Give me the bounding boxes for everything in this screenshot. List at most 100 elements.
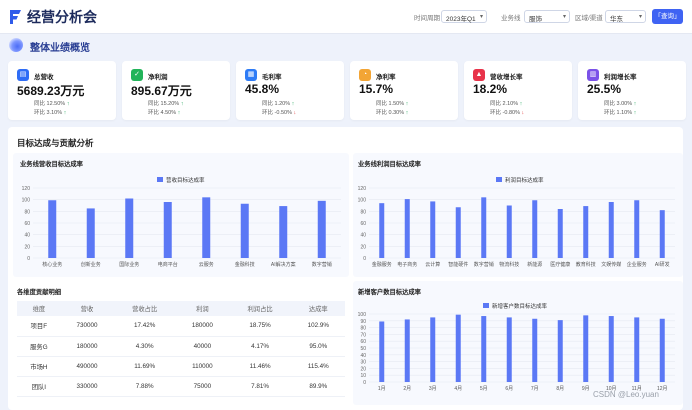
kpi-label: 净利润: [148, 74, 168, 81]
kpi-mom-arrow-icon: ↓: [293, 110, 297, 116]
top-header: 经营分析会 时间周期 2023年Q1 ▾ 业务线 服饰 ▾ 区域/渠道 华东 ▾…: [0, 0, 692, 34]
bar[interactable]: [532, 318, 538, 382]
kpi-yoy-arrow-icon: ↑: [633, 101, 637, 107]
bar[interactable]: [506, 205, 512, 259]
bar[interactable]: [430, 201, 436, 258]
bar[interactable]: [659, 318, 665, 382]
kpi-card[interactable]: ▦ 毛利率 45.8% 同比 1.20% ↑ 环比 -0.50% ↓: [236, 61, 344, 120]
kpi-yoy: 同比 15.20% ↑: [148, 99, 183, 107]
x-tick-label: 教育科技: [576, 261, 596, 268]
y-tick-label: 0: [363, 256, 366, 262]
bar[interactable]: [455, 207, 461, 258]
y-tick-label: 80: [360, 209, 366, 215]
kpi-card[interactable]: ▥ 利润增长率 25.5% 同比 3.00% ↑ 环比 1.10% ↑: [578, 61, 686, 120]
kpi-value: 15.7%: [359, 82, 394, 96]
table-cell: 18.75%: [228, 316, 292, 337]
y-tick-label: 80: [360, 326, 366, 332]
kpi-mom: 环比 3.10% ↑: [34, 108, 66, 116]
filter-label-period: 时间周期: [414, 15, 440, 22]
kpi-value: 25.5%: [587, 82, 622, 96]
bar[interactable]: [557, 320, 563, 382]
bar[interactable]: [240, 203, 249, 258]
legend-swatch: [496, 177, 502, 182]
chevron-down-icon: ▾: [562, 14, 566, 20]
book-icon: ▤: [17, 69, 29, 81]
x-tick-label: 国际业务: [119, 261, 139, 268]
table-header-cell: 利润: [176, 301, 229, 316]
bar[interactable]: [379, 321, 385, 382]
bar[interactable]: [48, 200, 57, 258]
bar[interactable]: [163, 202, 172, 258]
kpi-value: 5689.23万元: [17, 84, 85, 98]
y-tick-label: 20: [24, 244, 30, 250]
bar[interactable]: [481, 316, 487, 382]
legend-label: 新增客户数目标达成率: [492, 302, 548, 310]
profit-chart-title: 业务线利润目标达成率: [358, 161, 421, 168]
kpi-yoy-text: 同比 2.10%: [490, 101, 519, 107]
bar[interactable]: [532, 200, 538, 258]
business-line-select[interactable]: 服饰 ▾: [524, 10, 570, 23]
kpi-label: 营收增长率: [490, 74, 523, 81]
kpi-yoy: 同比 1.20% ↑: [262, 99, 294, 107]
bar[interactable]: [481, 197, 487, 258]
bar[interactable]: [634, 317, 640, 382]
x-tick-label: 7月: [531, 386, 539, 392]
overview-title: 整体业绩概览: [30, 43, 90, 54]
bar[interactable]: [634, 200, 640, 258]
kpi-mom-arrow-icon: ↑: [63, 110, 67, 116]
bar[interactable]: [125, 198, 134, 259]
bar[interactable]: [659, 210, 665, 258]
table-cell: 115.4%: [291, 356, 345, 377]
table-cell: 4.17%: [228, 336, 292, 357]
kpi-mom: 环比 0.30% ↑: [376, 108, 408, 116]
y-tick-label: 60: [360, 339, 366, 345]
revenue-chart-title: 业务线营收目标达成率: [20, 161, 83, 168]
table-header-cell: 利润占比: [228, 301, 292, 316]
table-cell: 95.0%: [291, 336, 345, 357]
x-tick-label: AI研发: [655, 261, 670, 268]
bar[interactable]: [608, 202, 614, 258]
kpi-yoy-text: 同比 3.00%: [604, 101, 633, 107]
kpi-mom: 环比 -0.80% ↓: [490, 108, 524, 116]
query-button[interactable]: 「查询」: [652, 9, 683, 24]
kpi-card[interactable]: ◔ 净利率 15.7% 同比 1.50% ↑ 环比 0.30% ↑: [350, 61, 458, 120]
watermark: CSDN @Leo.yuan: [593, 390, 659, 399]
table-cell: 17.42%: [113, 316, 177, 337]
bar[interactable]: [86, 208, 95, 258]
bar[interactable]: [279, 206, 288, 258]
y-tick-label: 100: [358, 312, 367, 318]
x-tick-label: 医疗健康: [550, 261, 570, 268]
kpi-yoy: 同比 12.50% ↑: [34, 99, 69, 107]
kpi-yoy-arrow-icon: ↑: [180, 101, 184, 107]
kpi-card[interactable]: ▲ 营收增长率 18.2% 同比 2.10% ↑ 环比 -0.80% ↓: [464, 61, 572, 120]
table-cell: 项目F: [17, 316, 61, 337]
contribution-table: 维度 营收 营收占比 利润 利润占比 达成率 项目F 730000 17.42% 180000 1…: [17, 301, 345, 397]
trend-icon: ▲: [473, 69, 485, 81]
kpi-card[interactable]: ▤ 总营收 5689.23万元 同比 12.50% ↑ 环比 3.10% ↑: [8, 61, 116, 120]
bar[interactable]: [317, 200, 326, 258]
table-row: 项目F 730000 17.42% 180000 18.75% 102.9%: [17, 316, 345, 337]
kpi-mom-text: 环比 -0.50%: [262, 110, 292, 116]
kpi-value: 18.2%: [473, 82, 508, 96]
bar[interactable]: [430, 317, 436, 382]
bar[interactable]: [608, 316, 614, 382]
bar[interactable]: [379, 203, 385, 258]
x-tick-label: 电子商务: [397, 261, 417, 268]
bar[interactable]: [455, 314, 461, 382]
x-tick-label: 金融服务: [372, 261, 392, 268]
table-cell: 490000: [60, 356, 114, 377]
bar[interactable]: [404, 199, 410, 258]
bar[interactable]: [557, 209, 563, 258]
bar[interactable]: [506, 317, 512, 382]
kpi-value: 45.8%: [245, 82, 280, 96]
bar[interactable]: [404, 319, 410, 382]
region-select-value: 华东: [610, 16, 623, 23]
bar[interactable]: [202, 197, 211, 258]
region-select[interactable]: 华东 ▾: [605, 10, 646, 23]
table-cell: 11.69%: [113, 356, 177, 377]
bar[interactable]: [583, 315, 589, 382]
kpi-card[interactable]: ✓ 净利润 895.67万元 同比 15.20% ↑ 环比 4.50% ↑: [122, 61, 230, 120]
kpi-mom-arrow-icon: ↑: [177, 110, 181, 116]
bar[interactable]: [583, 206, 589, 258]
period-select[interactable]: 2023年Q1 ▾: [441, 10, 487, 23]
